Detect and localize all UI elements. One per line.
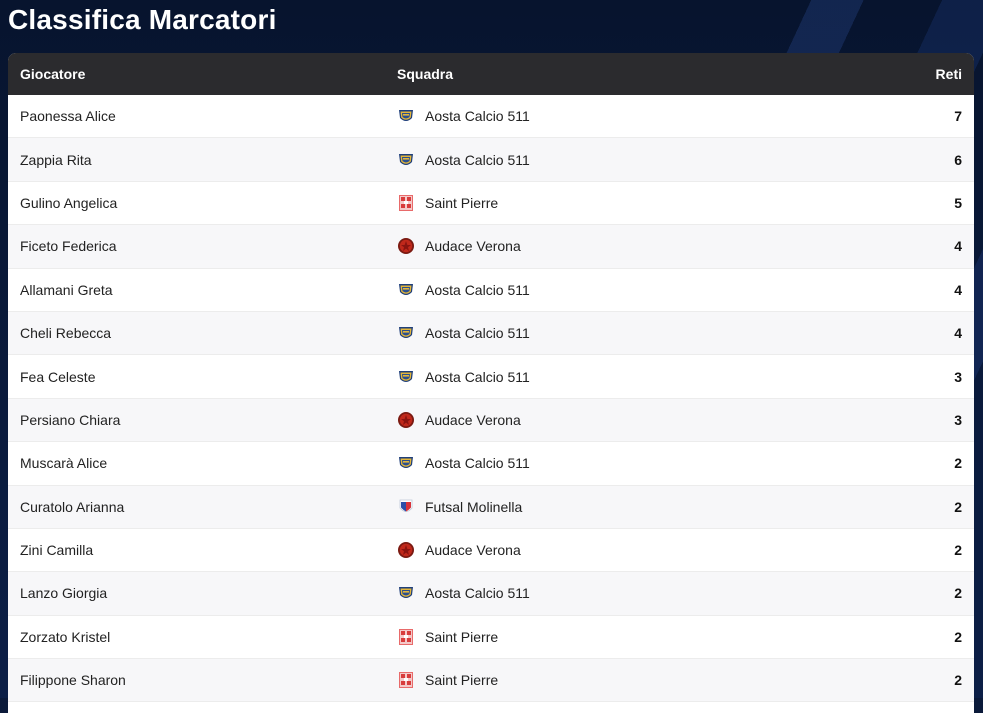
table-body: Paonessa Alice Aosta Calcio 511 7 Zappia Ri… xyxy=(8,95,974,703)
table-row[interactable]: Zorzato Kristel Saint Pierre 2 xyxy=(8,616,974,660)
team-cell: Saint Pierre xyxy=(385,194,845,212)
team-name: Saint Pierre xyxy=(425,672,499,689)
table-row[interactable]: Lanzo Giorgia Aosta Calcio 511 2 xyxy=(8,572,974,616)
team-name: Aosta Calcio 511 xyxy=(425,281,530,298)
header-team[interactable]: Squadra xyxy=(397,66,454,82)
audace-verona-crest-icon xyxy=(397,411,415,429)
goals-count: 2 xyxy=(954,628,962,645)
team-name: Aosta Calcio 511 xyxy=(425,325,530,342)
aosta-calcio-511-crest-icon xyxy=(397,107,415,125)
goals-count: 2 xyxy=(954,455,962,472)
team-name: Aosta Calcio 511 xyxy=(425,108,530,125)
table-row[interactable]: Muscarà Alice Aosta Calcio 511 2 xyxy=(8,442,974,486)
scorers-table: Giocatore Squadra Reti Paonessa Alice Aos… xyxy=(8,53,974,713)
table-row[interactable]: Filippone Sharon Saint Pierre 2 xyxy=(8,659,974,703)
team-cell: Aosta Calcio 511 xyxy=(385,324,845,342)
audace-verona-crest-icon xyxy=(397,541,415,559)
player-name: Muscarà Alice xyxy=(20,455,108,472)
team-name: Saint Pierre xyxy=(425,194,499,211)
aosta-calcio-511-crest-icon xyxy=(397,281,415,299)
player-name: Filippone Sharon xyxy=(20,672,126,689)
team-name: Aosta Calcio 511 xyxy=(425,455,530,472)
player-name: Zini Camilla xyxy=(20,542,94,559)
team-cell: Saint Pierre xyxy=(385,628,845,646)
header-goals[interactable]: Reti xyxy=(935,66,962,82)
goals-count: 3 xyxy=(954,411,962,428)
player-name: Ficeto Federica xyxy=(20,238,117,255)
aosta-calcio-511-crest-icon xyxy=(397,324,415,342)
saint-pierre-crest-icon xyxy=(397,194,415,212)
team-cell: Futsal Molinella xyxy=(385,498,845,516)
table-row[interactable]: Allamani Greta Aosta Calcio 511 4 xyxy=(8,269,974,312)
team-cell: Aosta Calcio 511 xyxy=(385,151,845,169)
goals-count: 6 xyxy=(954,151,962,168)
audace-verona-crest-icon xyxy=(397,237,415,255)
goals-count: 2 xyxy=(954,672,962,689)
table-row[interactable]: Fea Celeste Aosta Calcio 511 3 xyxy=(8,355,974,399)
team-name: Audace Verona xyxy=(425,411,521,428)
table-row[interactable]: Zini Camilla Audace Verona 2 xyxy=(8,529,974,573)
team-cell: Aosta Calcio 511 xyxy=(385,454,845,472)
team-name: Audace Verona xyxy=(425,542,521,559)
team-name: Aosta Calcio 511 xyxy=(425,368,530,385)
team-cell: Audace Verona xyxy=(385,237,845,255)
goals-count: 2 xyxy=(954,498,962,515)
team-name: Futsal Molinella xyxy=(425,498,523,515)
team-cell: Aosta Calcio 511 xyxy=(385,584,845,602)
team-cell: Audace Verona xyxy=(385,411,845,429)
table-row[interactable]: Zappia Rita Aosta Calcio 511 6 xyxy=(8,138,974,182)
team-cell: Aosta Calcio 511 xyxy=(385,281,845,299)
table-header: Giocatore Squadra Reti xyxy=(8,53,974,95)
goals-count: 4 xyxy=(954,281,962,298)
aosta-calcio-511-crest-icon xyxy=(397,584,415,602)
header-player[interactable]: Giocatore xyxy=(20,66,86,82)
aosta-calcio-511-crest-icon xyxy=(397,151,415,169)
player-name: Zappia Rita xyxy=(20,151,92,168)
team-cell: Aosta Calcio 511 xyxy=(385,107,845,125)
player-name: Cheli Rebecca xyxy=(20,325,112,342)
player-name: Paonessa Alice xyxy=(20,108,116,125)
team-name: Saint Pierre xyxy=(425,628,499,645)
table-row[interactable]: Gulino Angelica Saint Pierre 5 xyxy=(8,182,974,226)
aosta-calcio-511-crest-icon xyxy=(397,368,415,386)
saint-pierre-crest-icon xyxy=(397,628,415,646)
table-row[interactable]: Persiano Chiara Audace Verona 3 xyxy=(8,398,974,443)
table-row[interactable]: Ficeto Federica Audace Verona 4 xyxy=(8,225,974,269)
goals-count: 2 xyxy=(954,542,962,559)
table-row[interactable]: Cheli Rebecca Aosta Calcio 511 4 xyxy=(8,311,974,356)
table-row[interactable]: Curatolo Arianna Futsal Molinella 2 xyxy=(8,485,974,529)
team-cell: Audace Verona xyxy=(385,541,845,559)
goals-count: 7 xyxy=(954,108,962,125)
goals-count: 2 xyxy=(954,585,962,602)
team-name: Aosta Calcio 511 xyxy=(425,151,530,168)
goals-count: 4 xyxy=(954,238,962,255)
team-cell: Aosta Calcio 511 xyxy=(385,368,845,386)
player-name: Persiano Chiara xyxy=(20,411,121,428)
aosta-calcio-511-crest-icon xyxy=(397,454,415,472)
team-name: Aosta Calcio 511 xyxy=(425,585,530,602)
futsal-molinella-crest-icon xyxy=(397,498,415,516)
team-name: Audace Verona xyxy=(425,238,521,255)
saint-pierre-crest-icon xyxy=(397,671,415,689)
team-cell: Saint Pierre xyxy=(385,671,845,689)
player-name: Allamani Greta xyxy=(20,281,113,298)
player-name: Curatolo Arianna xyxy=(20,498,125,515)
page-title: Classifica Marcatori xyxy=(8,4,277,35)
goals-count: 3 xyxy=(954,368,962,385)
goals-count: 4 xyxy=(954,325,962,342)
goals-count: 5 xyxy=(954,194,962,211)
player-name: Zorzato Kristel xyxy=(20,628,111,645)
player-name: Fea Celeste xyxy=(20,368,96,385)
player-name: Gulino Angelica xyxy=(20,194,118,211)
table-row[interactable]: Paonessa Alice Aosta Calcio 511 7 xyxy=(8,95,974,139)
player-name: Lanzo Giorgia xyxy=(20,585,108,602)
